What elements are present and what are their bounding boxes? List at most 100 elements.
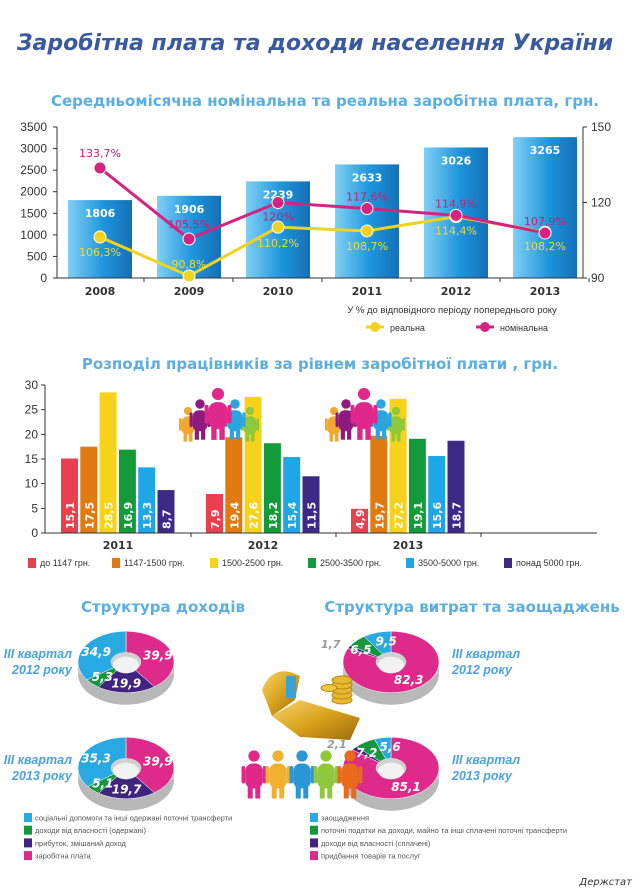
donut-hole xyxy=(378,656,404,674)
leg xyxy=(236,427,241,440)
leg xyxy=(255,783,261,799)
bar xyxy=(513,137,577,278)
y-tick-label: 3000 xyxy=(20,142,47,156)
person-icon xyxy=(313,750,339,799)
legend-swatch xyxy=(504,558,512,568)
bar-value-label: 3026 xyxy=(441,154,472,167)
donut-slice-label: 1,7 xyxy=(321,638,341,651)
period-label: 2012 року xyxy=(11,663,73,677)
donut-slice-label: 35,3 xyxy=(81,751,111,765)
series-point xyxy=(360,224,374,238)
bar xyxy=(118,449,136,533)
arm xyxy=(289,766,294,784)
legend-label: заощадження xyxy=(321,814,369,823)
legend-label: придбання товарів та послуг xyxy=(321,852,421,861)
people-group-icon xyxy=(350,387,378,440)
donut-hole xyxy=(378,762,404,780)
arm xyxy=(358,766,363,784)
bar-value-label: 18,7 xyxy=(451,502,464,529)
bar xyxy=(138,467,156,533)
x-tick-label: 2013 xyxy=(393,539,424,552)
arm xyxy=(402,418,405,431)
legend-swatch xyxy=(210,558,218,568)
legend-label: номінальна xyxy=(500,323,548,333)
donut-slice-label: 6,5 xyxy=(350,643,371,657)
bar-value-label: 19,1 xyxy=(412,502,425,529)
legend-marker xyxy=(480,322,490,332)
leg xyxy=(211,423,217,440)
bar xyxy=(61,458,78,533)
donut-hole xyxy=(113,762,139,780)
leg xyxy=(271,783,277,799)
y2-tick-label: 120 xyxy=(591,196,611,210)
head xyxy=(211,387,225,401)
leg xyxy=(343,783,349,799)
bar-value-label: 27,6 xyxy=(248,502,261,529)
head xyxy=(245,406,255,416)
y-tick-label: 5 xyxy=(31,501,38,515)
bar xyxy=(225,437,243,533)
y-tick-label: 10 xyxy=(25,477,39,491)
bar-value-label: 19,4 xyxy=(228,502,241,529)
y-tick-label: 1500 xyxy=(20,206,47,220)
leg xyxy=(365,423,371,440)
legend-label: поточні податки на доходи, майно та інші… xyxy=(321,826,567,835)
arm xyxy=(265,766,270,784)
leg xyxy=(247,783,253,799)
series-point-label: 107,9% xyxy=(524,215,566,228)
arm xyxy=(337,766,342,784)
legend-label: заробітна плата xyxy=(35,852,92,861)
series-point-label: 114,9% xyxy=(435,197,477,210)
card xyxy=(286,676,296,698)
series-point xyxy=(93,161,107,175)
source-label: Держстат xyxy=(578,877,633,888)
x-tick-label: 2008 xyxy=(85,285,116,298)
donut-slice-label: 5,6 xyxy=(380,740,401,754)
people-group-icon xyxy=(335,399,357,440)
head xyxy=(195,399,205,409)
period-label: 2012 року xyxy=(451,663,513,677)
y-tick-label: 2500 xyxy=(20,163,47,177)
x-tick-label: 2012 xyxy=(248,539,279,552)
coin xyxy=(331,675,353,685)
series-point xyxy=(93,230,107,244)
leg xyxy=(329,430,334,442)
legend-label: 1147-1500 грн. xyxy=(124,558,185,568)
bar-value-label: 1806 xyxy=(85,207,116,220)
axis-note: У % до відповідного періоду попереднього… xyxy=(347,305,557,316)
person-icon xyxy=(337,750,363,799)
donut-hole xyxy=(113,656,139,674)
people-group-icon xyxy=(204,387,232,440)
bar-value-label: 15,1 xyxy=(64,502,77,529)
leg xyxy=(319,783,325,799)
legend-label: доходи від власності (сплачені) xyxy=(321,839,431,848)
leg xyxy=(351,783,357,799)
donut-slice-label: 5,1 xyxy=(92,776,113,790)
distribution-chart-title: Розподіл працівників за рівнем заробітно… xyxy=(82,355,558,373)
bar xyxy=(335,164,399,278)
head xyxy=(230,399,240,409)
series-point xyxy=(271,196,285,209)
donut-slice-label: 19,7 xyxy=(112,782,142,796)
period-label: 2013 року xyxy=(451,769,513,783)
leg xyxy=(201,427,206,440)
series-point-label: 108,2% xyxy=(524,240,566,253)
bar-value-label: 15,4 xyxy=(286,502,299,529)
legend-label: прибуток, змішаний доход xyxy=(35,839,126,848)
arm xyxy=(204,404,209,424)
leg xyxy=(347,427,352,440)
bar-value-label: 28,5 xyxy=(103,502,116,529)
y-tick-label: 1000 xyxy=(20,228,47,242)
y-tick-label: 500 xyxy=(27,249,47,263)
leg xyxy=(357,423,363,440)
series-point-label: 106,3% xyxy=(79,246,121,259)
legend-swatch xyxy=(24,851,32,861)
bar xyxy=(408,438,426,533)
bar xyxy=(428,456,446,533)
head xyxy=(341,399,351,409)
arm xyxy=(335,412,339,428)
legend-swatch xyxy=(24,838,32,848)
body xyxy=(192,410,208,432)
legend-label: соціальні допомоги та інші одержані пото… xyxy=(35,814,232,823)
